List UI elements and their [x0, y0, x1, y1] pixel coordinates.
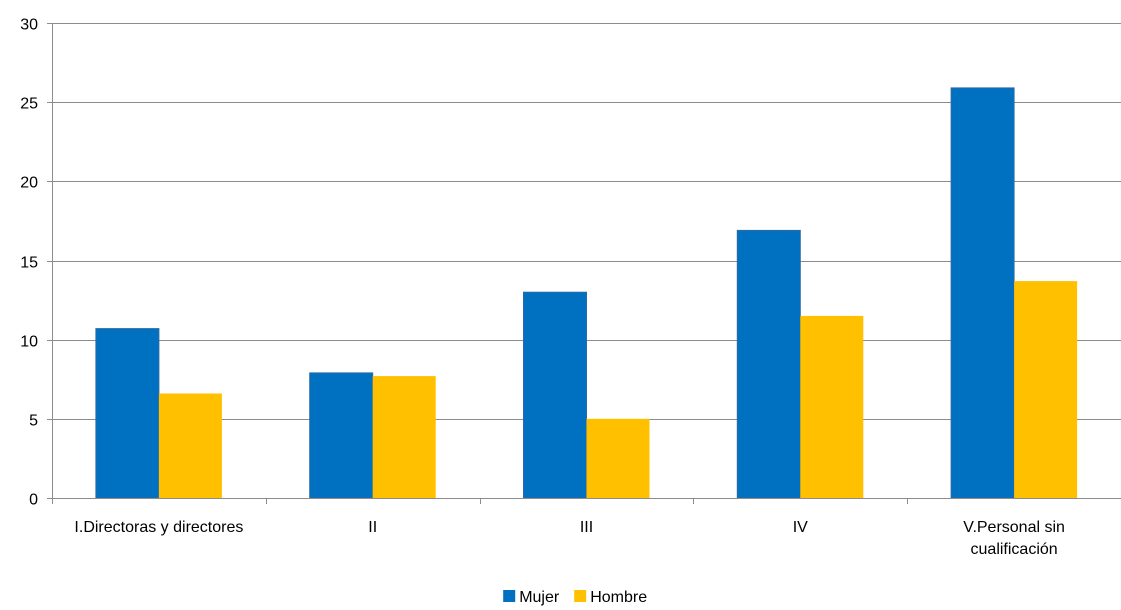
bar-hombre-0: [158, 393, 222, 498]
bar-mujer-4: [950, 87, 1015, 499]
y-tick-label: 5: [29, 413, 38, 430]
x-tick-label: III: [580, 519, 593, 536]
x-tick-label-line: I.Directoras y directores: [74, 519, 243, 536]
bar-mujer-3: [736, 229, 801, 499]
axes: [47, 23, 1121, 504]
legend: Mujer Hombre: [503, 589, 647, 606]
y-tick-label: 25: [20, 96, 38, 113]
x-tick-label: I.Directoras y directores: [74, 519, 243, 536]
y-tick-label: 0: [29, 492, 38, 509]
y-tick-label: 15: [20, 255, 38, 272]
x-tick-label: II: [368, 519, 377, 536]
legend-item-mujer: Mujer: [503, 589, 560, 606]
bar-hombre-1: [372, 376, 436, 498]
x-tick-label: IV: [793, 519, 808, 536]
x-tick-label: V.Personal sin cualificación: [963, 519, 1065, 558]
bar-mujer-1: [309, 372, 374, 499]
bar-mujer-2: [523, 291, 587, 499]
x-axis-tick-labels: I.Directoras y directores II III IV V.Person…: [74, 519, 1065, 558]
bar-hombre-2: [586, 418, 650, 498]
legend-swatch: [574, 590, 587, 602]
y-tick-label: 10: [20, 334, 38, 351]
bar-mujer-0: [95, 328, 160, 499]
bar-hombre-4: [1014, 281, 1078, 498]
x-tick-label-line: V.Personal sin: [963, 519, 1065, 536]
legend-swatch: [503, 590, 516, 602]
legend-item-hombre: Hombre: [574, 589, 647, 606]
bars: [95, 87, 1078, 499]
legend-label: Mujer: [519, 589, 560, 606]
y-tick-label: 30: [20, 17, 38, 34]
legend-label: Hombre: [590, 589, 647, 606]
x-tick-label-line: IV: [793, 519, 808, 536]
bar-hombre-3: [800, 315, 864, 498]
x-tick-label-line: III: [580, 519, 593, 536]
y-tick-label: 20: [20, 175, 38, 192]
gridlines: [52, 23, 1121, 420]
x-tick-label-line: II: [368, 519, 377, 536]
x-tick-label-line: cualificación: [971, 541, 1058, 558]
y-axis-tick-labels: 0 5 10 15 20 25 30: [20, 17, 38, 509]
